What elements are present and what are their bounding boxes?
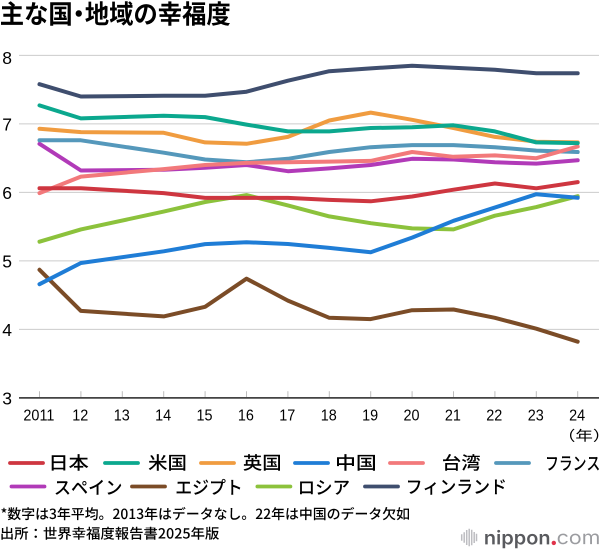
svg-text:21: 21 xyxy=(445,407,461,425)
svg-text:7: 7 xyxy=(2,114,12,134)
svg-text:22: 22 xyxy=(486,407,502,425)
svg-text:4: 4 xyxy=(2,320,12,340)
svg-text:15: 15 xyxy=(196,407,212,425)
svg-text:8: 8 xyxy=(2,48,12,68)
svg-text:3: 3 xyxy=(2,388,12,408)
svg-text:13: 13 xyxy=(114,407,130,425)
svg-text:24: 24 xyxy=(569,407,586,425)
svg-text:2011: 2011 xyxy=(23,407,54,425)
svg-text:20: 20 xyxy=(403,407,419,425)
svg-text:12: 12 xyxy=(72,407,88,425)
svg-text:6: 6 xyxy=(2,183,12,203)
svg-text:19: 19 xyxy=(362,407,378,425)
svg-text:16: 16 xyxy=(238,407,254,425)
svg-text:14: 14 xyxy=(155,407,172,425)
svg-text:18: 18 xyxy=(321,407,337,425)
svg-text:23: 23 xyxy=(528,407,544,425)
svg-text:17: 17 xyxy=(279,407,295,425)
svg-text:5: 5 xyxy=(2,251,12,271)
